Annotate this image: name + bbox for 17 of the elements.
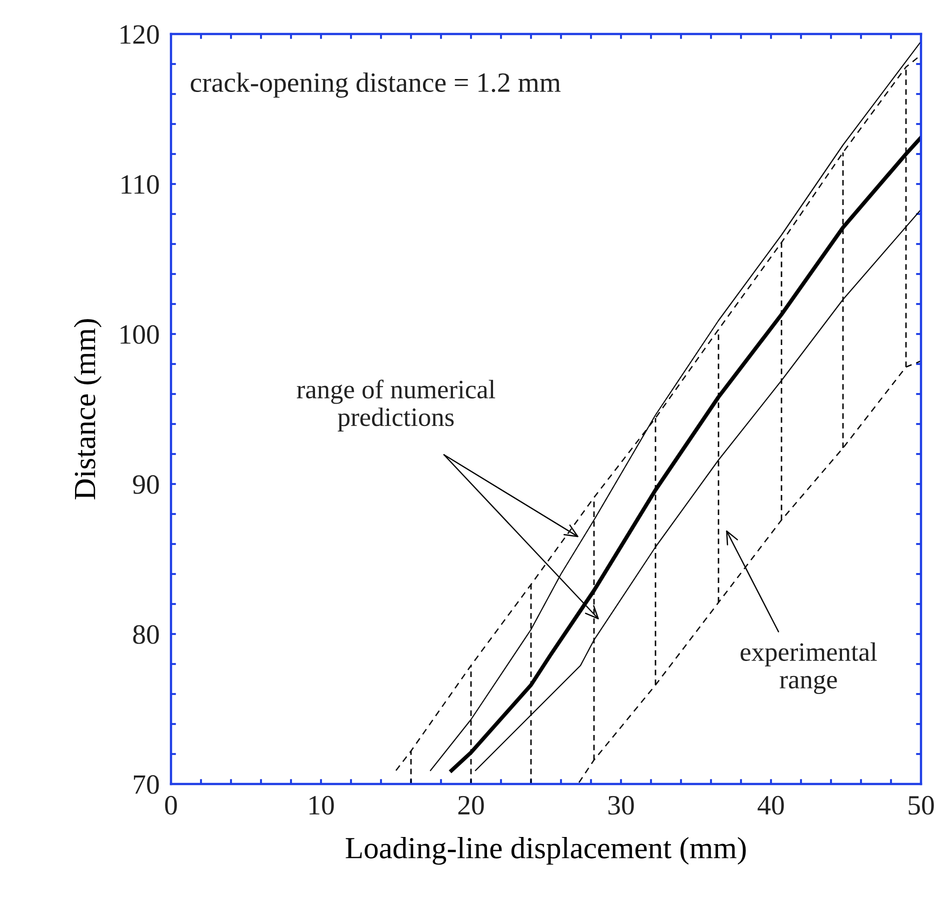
- annotation: experimental range: [740, 642, 877, 694]
- x-tick-label: 50: [908, 796, 934, 815]
- x-tick-label: 40: [758, 796, 784, 815]
- x-tick-label: 0: [165, 796, 177, 815]
- annotation: range of numerical predictions: [296, 380, 496, 432]
- y-tick-label: 120: [120, 25, 159, 44]
- y-tick-label: 100: [120, 325, 159, 344]
- y-tick-label: 90: [133, 475, 159, 494]
- x-axis-title: Loading-line displacement (mm): [346, 836, 746, 865]
- x-tick-label: 20: [458, 796, 484, 815]
- y-tick-label: 70: [134, 775, 159, 794]
- x-tick-label: 10: [310, 796, 334, 815]
- x-tick-label: 30: [608, 796, 634, 815]
- y-tick-label: 110: [122, 175, 159, 194]
- y-tick-label: 80: [133, 625, 159, 644]
- y-axis-title: Distance (mm): [74, 319, 102, 500]
- annotation: crack-opening distance = 1.2 mm: [190, 72, 561, 98]
